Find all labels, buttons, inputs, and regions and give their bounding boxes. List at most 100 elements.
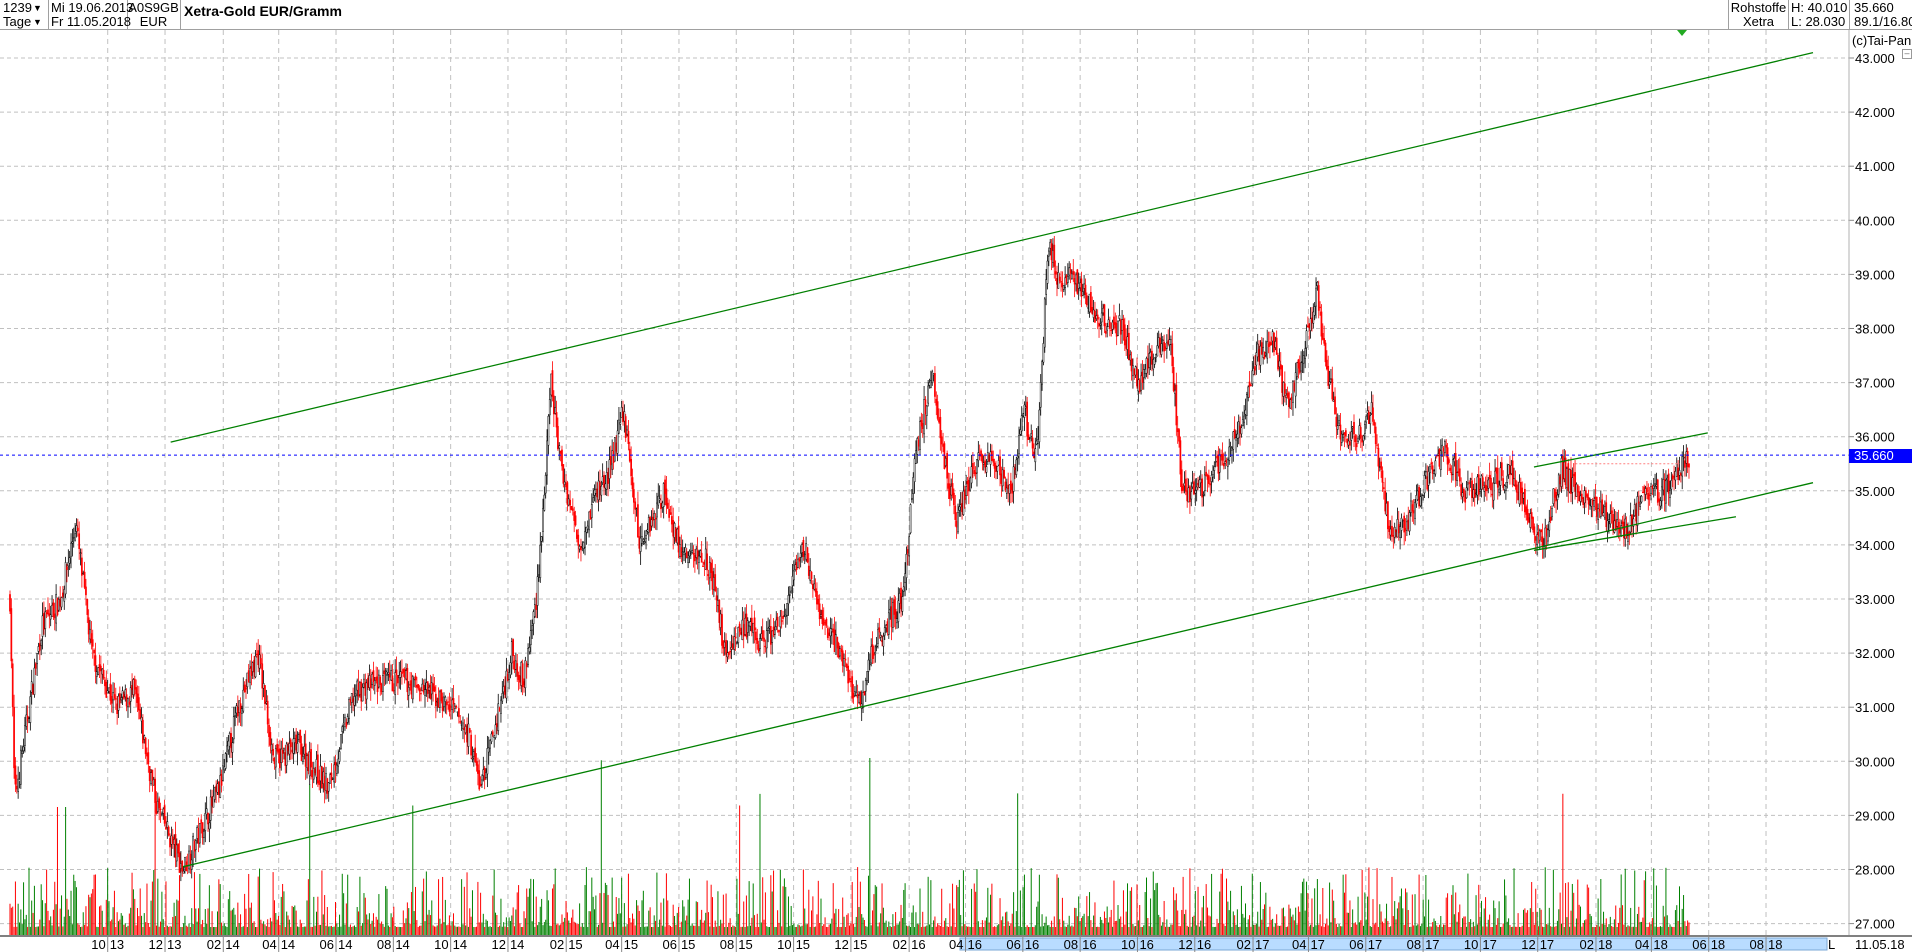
candle-up (40, 640, 43, 647)
candle-down (445, 701, 448, 706)
candle-up (930, 380, 932, 388)
candle-down (637, 504, 639, 538)
candle-down (951, 483, 954, 496)
candle-down (906, 549, 909, 554)
candle-up (405, 670, 407, 680)
candle-down (326, 778, 329, 794)
candle-down (715, 595, 718, 601)
candle-down (1528, 517, 1530, 523)
candle-up (219, 775, 222, 798)
candle-up (1232, 431, 1235, 450)
candle-down (76, 527, 79, 532)
x-axis[interactable]: 10 13 12 13 02 14 04 14 06 14 08 14 10 14 12 14 02 15 04 15… (0, 935, 1912, 952)
candle-down (1463, 488, 1465, 494)
candle-down (706, 553, 708, 571)
candle-down (609, 456, 612, 466)
candle-up (1315, 287, 1317, 307)
candle-down (1288, 392, 1290, 408)
x-tick-label-month: 10 (91, 937, 105, 952)
candle-up (1433, 470, 1435, 475)
candle-up (1350, 431, 1353, 441)
candle-down (1612, 513, 1614, 531)
candle-down (1000, 473, 1003, 484)
candle-up (246, 672, 249, 688)
candle-down (207, 812, 209, 825)
marker-triangle-icon (1677, 30, 1687, 36)
candle-up (1155, 354, 1157, 358)
candle-down (955, 520, 958, 528)
candle-up (1075, 274, 1077, 285)
candle-up (1423, 475, 1426, 494)
market-info: Rohstoffe Xetra (1728, 0, 1789, 29)
candle-up (1168, 339, 1171, 345)
y-tick-label: 39.000 (1855, 267, 1895, 282)
candle-up (601, 476, 604, 484)
candle-down (1324, 342, 1327, 363)
candle-down (1617, 521, 1620, 528)
candle-up (760, 633, 763, 639)
candle-down (1648, 494, 1651, 496)
candle-down (114, 698, 117, 700)
candle-up (1510, 465, 1513, 474)
candle-down (167, 826, 170, 836)
candle-up (482, 769, 485, 776)
candle-up (1425, 470, 1427, 473)
candle-up (1231, 448, 1233, 451)
candle-up (1194, 490, 1197, 494)
candle-up (1583, 490, 1586, 504)
candle-up (152, 779, 155, 786)
candle-up (1347, 440, 1350, 446)
candle-up (1556, 494, 1559, 500)
candle-down (261, 663, 264, 689)
candle-down (1103, 304, 1106, 327)
candle-down (1635, 509, 1637, 522)
candle-down (281, 750, 284, 754)
candle-up (1410, 500, 1412, 513)
candle-down (1164, 346, 1167, 350)
candle-up (1461, 492, 1464, 498)
candle-down (638, 536, 641, 549)
candle-down (863, 691, 866, 696)
date-range[interactable]: Mi 19.06.2013 Fr 11.05.2018 (48, 0, 133, 29)
candle-down (410, 680, 413, 695)
candle-down (806, 547, 809, 563)
candle-down (630, 458, 632, 477)
chart-title: Xetra-Gold EUR/Gramm (184, 3, 342, 19)
candle-down (429, 685, 432, 699)
candle-down (1281, 365, 1283, 393)
candle-up (1170, 339, 1172, 345)
candle-up (175, 844, 178, 862)
candle-down (1509, 465, 1511, 476)
collapse-button[interactable]: – (1902, 49, 1912, 59)
candle-up (1312, 311, 1315, 324)
x-tick-label-month: 10 (777, 937, 791, 952)
candle-down (1233, 429, 1236, 439)
candle-up (809, 570, 812, 581)
currency: EUR (139, 14, 168, 29)
candle-up (657, 495, 660, 506)
candle-up (67, 562, 70, 567)
candle-up (21, 750, 24, 754)
candle-up (443, 696, 445, 708)
candle-up (799, 552, 802, 558)
candle-down (1176, 428, 1179, 432)
candle-down (778, 629, 780, 633)
candle-up (1633, 504, 1636, 516)
candle-up (771, 630, 774, 643)
candle-up (19, 749, 22, 785)
candle-up (188, 850, 190, 870)
candle-down (576, 529, 578, 539)
trendlines[interactable] (0, 51, 1849, 868)
candle-up (1296, 362, 1298, 377)
bars-selector[interactable]: 1239 ▼ Tage ▼ (0, 0, 49, 29)
candle-down (318, 780, 321, 785)
candle-up (1659, 500, 1662, 507)
l-button[interactable]: L (1828, 937, 1836, 952)
candle-down (1269, 341, 1271, 346)
candle-up (932, 373, 935, 376)
candle-up (1102, 308, 1104, 313)
candle-up (1148, 353, 1151, 368)
candle-up (25, 714, 28, 727)
candle-down (276, 743, 279, 752)
